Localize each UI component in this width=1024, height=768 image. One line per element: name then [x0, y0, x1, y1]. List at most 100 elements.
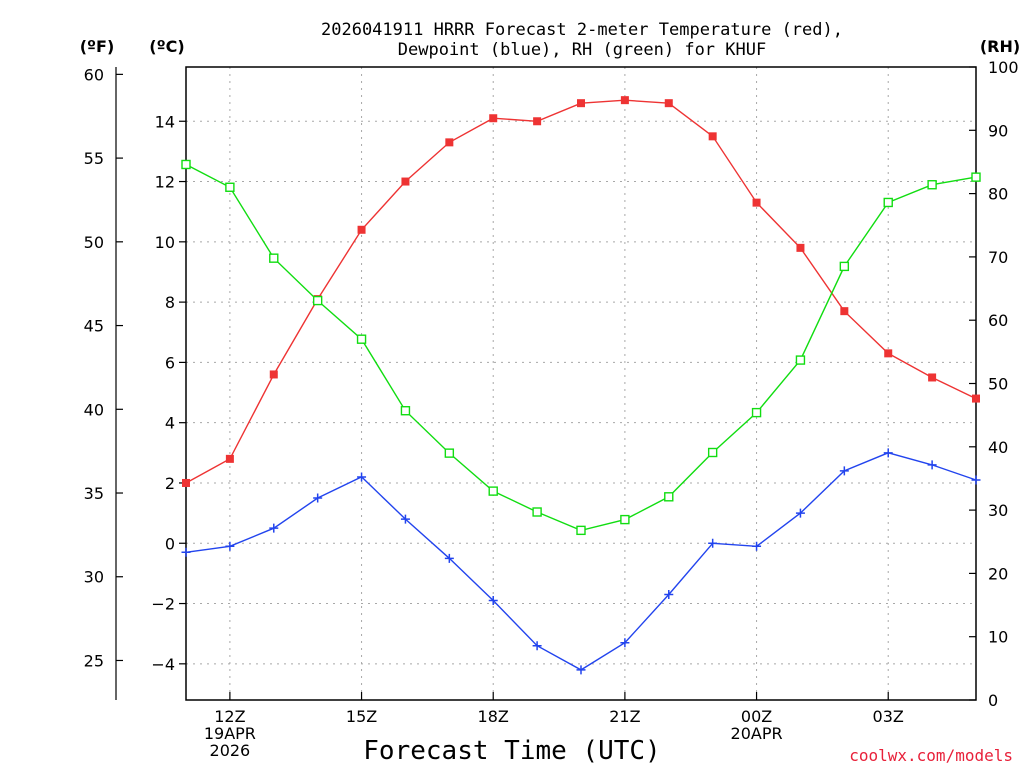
celsius-tick-label: 12 — [155, 173, 175, 192]
rh-point — [620, 514, 630, 525]
fahrenheit-tick-label: 50 — [84, 233, 104, 252]
axes: −4 −2 0 2 4 6 8 10 12 14 25 30 35 40 45 50 55 60 0 10 20 30 40… — [84, 58, 1019, 760]
gridlines — [186, 67, 976, 700]
rh-point — [927, 180, 937, 190]
fahrenheit-unit-label: (ºF) — [80, 37, 115, 56]
dewpoint-point — [488, 596, 498, 606]
temperature-point — [577, 99, 585, 108]
temperature-point — [752, 198, 761, 207]
rh-tick-label: 70 — [988, 248, 1008, 267]
rh-point — [269, 253, 279, 263]
celsius-tick-label: 10 — [155, 233, 175, 252]
temperature-point — [445, 138, 454, 147]
rh-tick-label: 100 — [988, 58, 1019, 77]
temperature-point — [357, 225, 366, 234]
dewpoint-point — [532, 641, 542, 651]
fahrenheit-tick-label: 40 — [84, 400, 104, 419]
dewpoint-point — [576, 665, 586, 675]
dewpoint-point — [927, 460, 937, 470]
fahrenheit-tick-label: 55 — [84, 149, 104, 168]
rh-tick-label: 90 — [988, 121, 1008, 140]
fahrenheit-tick-label: 35 — [84, 484, 104, 503]
temperature-point — [884, 349, 893, 358]
dewpoint-point — [795, 508, 805, 518]
time-tick-label: 18Z — [478, 707, 509, 726]
rh-point — [795, 355, 806, 365]
celsius-tick-label: 6 — [165, 353, 175, 372]
dewpoint-point — [883, 448, 893, 458]
time-tick-label: 15Z — [346, 707, 377, 726]
dewpoint-point — [269, 523, 279, 533]
temperature-point — [708, 132, 717, 141]
rh-tick-label: 20 — [988, 564, 1008, 583]
rh-point — [707, 447, 718, 458]
rh-point — [400, 406, 411, 416]
time-tick-label: 19APR — [204, 724, 256, 743]
celsius-unit-label: (ºC) — [149, 37, 184, 56]
rh-point — [883, 197, 893, 208]
data-series — [181, 96, 981, 675]
fahrenheit-tick-label: 30 — [84, 568, 104, 587]
dewpoint-point — [620, 638, 630, 648]
dewpoint-point — [400, 514, 410, 524]
dewpoint-series — [181, 448, 981, 675]
dewpoint-point — [313, 493, 323, 503]
rh-point — [576, 525, 586, 536]
dewpoint-point — [752, 541, 762, 551]
x-axis-title: Forecast Time (UTC) — [363, 736, 660, 766]
rh-series — [181, 159, 981, 536]
rh-point — [839, 261, 850, 272]
time-tick-label: 00Z — [741, 707, 772, 726]
temperature-point — [796, 243, 805, 252]
credit-link[interactable]: coolwx.com/models — [849, 746, 1013, 765]
celsius-tick-label: 14 — [155, 112, 175, 131]
dewpoint-point — [839, 466, 849, 476]
rh-point — [751, 407, 762, 418]
rh-tick-label: 80 — [988, 185, 1008, 204]
rh-tick-label: 40 — [988, 438, 1008, 457]
rh-point — [225, 182, 235, 192]
temperature-point — [972, 394, 980, 403]
celsius-tick-label: 0 — [165, 534, 175, 553]
rh-tick-label: 0 — [988, 691, 998, 710]
rh-point — [971, 172, 981, 182]
time-tick-label: 12Z — [214, 707, 245, 726]
temperature-point — [928, 373, 937, 382]
celsius-tick-label: 8 — [165, 293, 175, 312]
dewpoint-point — [708, 538, 718, 548]
celsius-tick-label: −2 — [151, 595, 175, 614]
temperature-point — [225, 454, 234, 463]
rh-point — [532, 507, 542, 517]
dewpoint-point — [971, 475, 981, 485]
fahrenheit-tick-label: 60 — [84, 65, 104, 84]
temperature-point — [840, 307, 849, 316]
celsius-tick-label: 4 — [165, 414, 175, 433]
rh-point — [488, 486, 498, 496]
temperature-point — [620, 96, 629, 105]
rh-point — [356, 334, 367, 344]
temperature-point — [533, 117, 542, 126]
temperature-point — [489, 114, 498, 123]
fahrenheit-tick-label: 25 — [84, 651, 104, 670]
dewpoint-point — [664, 590, 674, 599]
time-tick-label: 21Z — [609, 707, 640, 726]
fahrenheit-tick-label: 45 — [84, 317, 104, 336]
rh-point — [664, 492, 674, 502]
time-tick-label: 2026 — [210, 741, 251, 760]
celsius-tick-label: 2 — [165, 474, 175, 493]
time-tick-label: 03Z — [873, 707, 904, 726]
temperature-point — [182, 478, 190, 487]
rh-unit-label: (RH) — [980, 37, 1020, 56]
rh-point — [444, 448, 455, 458]
dewpoint-point — [225, 541, 235, 551]
dewpoint-point — [357, 472, 367, 482]
temperature-point — [664, 99, 673, 108]
temperature-point — [401, 177, 410, 186]
rh-tick-label: 30 — [988, 501, 1008, 520]
temperature-point — [269, 370, 278, 379]
chart-title-line-2: Dewpoint (blue), RH (green) for KHUF — [398, 40, 766, 60]
rh-tick-label: 10 — [988, 628, 1008, 647]
rh-point — [312, 295, 323, 306]
dewpoint-point — [181, 547, 191, 557]
